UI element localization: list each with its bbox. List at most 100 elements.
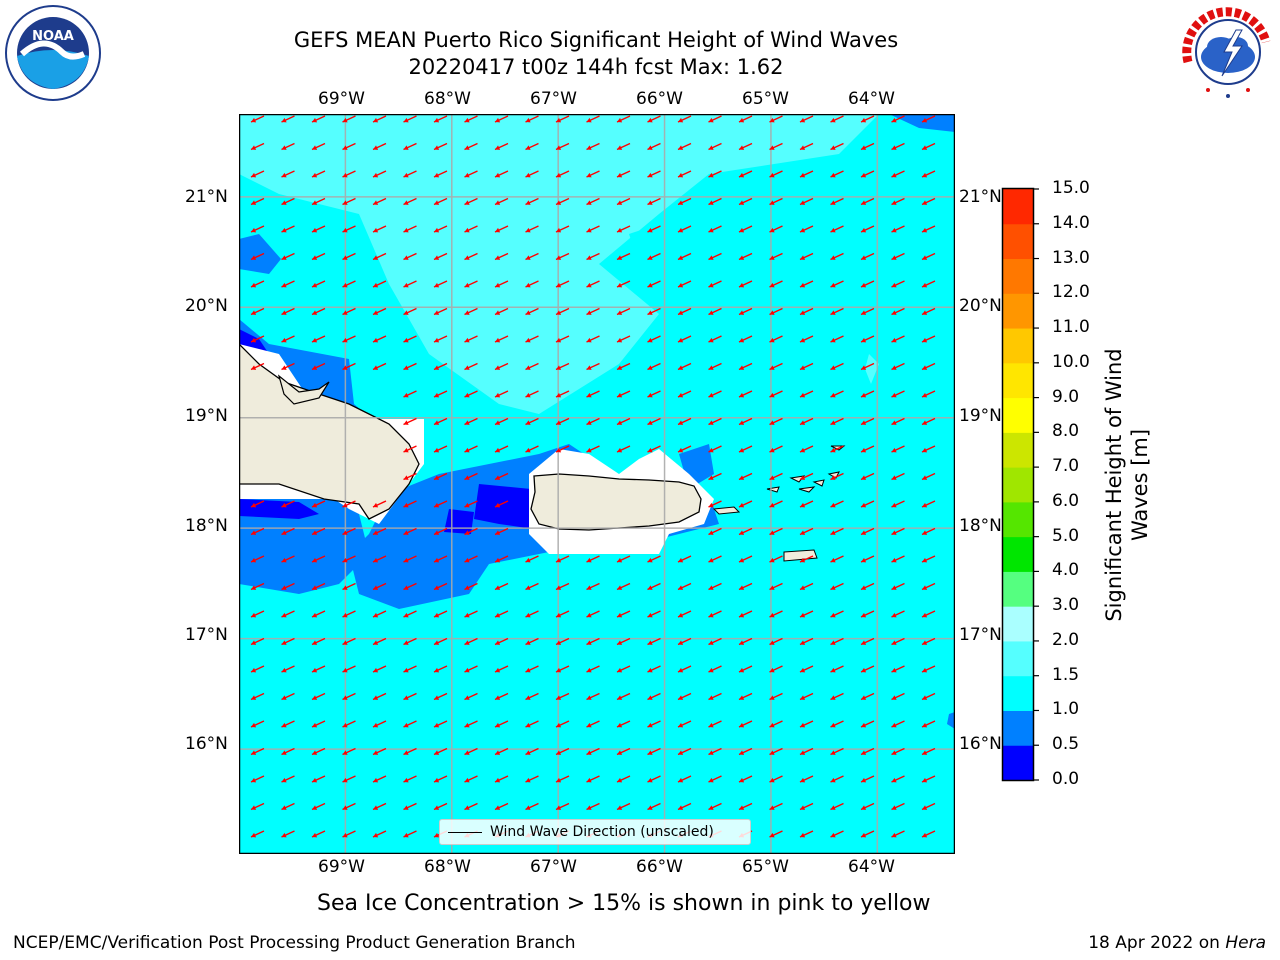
wave-arrow-head: [922, 502, 928, 508]
wave-arrow-head: [403, 310, 409, 315]
wave-arrow-head: [312, 200, 318, 205]
wave-arrow-head: [861, 310, 867, 315]
wave-arrow-head: [495, 695, 501, 700]
wave-arrow-head: [830, 805, 836, 810]
wave-arrow-head: [434, 612, 440, 618]
wave-arrow-head: [678, 612, 684, 618]
wave-arrow-head: [922, 832, 928, 838]
wave-arrow-head: [312, 612, 318, 618]
wave-arrow-head: [891, 585, 897, 590]
wave-arrow-head: [739, 255, 745, 260]
wave-arrow-head: [281, 832, 287, 838]
wave-arrow-head: [525, 667, 531, 673]
wave-arrow-head: [647, 805, 653, 810]
wave-arrow-head: [586, 255, 592, 260]
wave-arrow-head: [434, 392, 440, 398]
wave-arrow-head: [708, 750, 714, 755]
legend-line-swatch: [448, 832, 482, 833]
wave-arrow-head: [342, 640, 348, 645]
wave-arrow-head: [373, 832, 379, 838]
wave-arrow-head: [373, 282, 379, 288]
wave-arrow-head: [464, 145, 470, 150]
lon-label-top-65w: 65°W: [742, 89, 789, 109]
wave-arrow-head: [251, 282, 257, 288]
wave-arrow-head: [586, 667, 592, 673]
wave-arrow-head: [373, 695, 379, 700]
colorbar-tick-label: 15.0: [1052, 178, 1090, 198]
wave-arrow-head: [586, 722, 592, 728]
wave-arrow-head: [739, 447, 745, 453]
wave-arrow-head: [556, 282, 562, 288]
wave-arrow-head: [739, 117, 745, 123]
wave-arrow-head: [830, 172, 836, 178]
wave-arrow-head: [495, 172, 501, 178]
wave-arrow-head: [312, 805, 318, 810]
wave-arrow-head: [556, 227, 562, 233]
wave-arrow-head: [434, 255, 440, 260]
wave-arrow-head: [891, 200, 897, 205]
wave-arrow-head: [373, 612, 379, 618]
wave-arrow-head: [800, 585, 806, 590]
wave-arrow-head: [739, 530, 745, 535]
wave-arrow-head: [556, 612, 562, 618]
wave-arrow-head: [739, 337, 745, 343]
wave-band-0-0-5: [474, 484, 534, 529]
wave-arrow-head: [434, 117, 440, 123]
wave-arrow-head: [464, 530, 470, 535]
wave-arrow-head: [495, 117, 501, 123]
wave-arrow-head: [739, 502, 745, 508]
colorbar-tick-label: 10.0: [1052, 351, 1090, 372]
wave-arrow-head: [342, 722, 348, 728]
wave-arrow-head: [495, 392, 501, 398]
wave-arrow-head: [647, 172, 653, 178]
wave-arrow-head: [708, 502, 714, 508]
wave-arrow-head: [617, 805, 623, 810]
wave-arrow-head: [922, 750, 928, 755]
wave-arrow-head: [891, 695, 897, 700]
wave-arrow-head: [800, 255, 806, 260]
wave-arrow-head: [281, 227, 287, 233]
wave-arrow-head: [647, 750, 653, 755]
wave-arrow-head: [464, 447, 470, 453]
wave-arrow-head: [403, 722, 409, 728]
wave-arrow-head: [891, 667, 897, 673]
colorbar-cell: [1003, 397, 1033, 433]
wave-arrow-head: [617, 585, 623, 590]
colorbar-cell: [1003, 745, 1033, 781]
wave-arrow-head: [678, 117, 684, 123]
wave-arrow-head: [281, 805, 287, 810]
wave-arrow-head: [647, 255, 653, 260]
wave-arrow-head: [861, 145, 867, 150]
wave-arrow-head: [739, 420, 745, 425]
wave-arrow-head: [525, 310, 531, 315]
wave-arrow-head: [708, 227, 714, 233]
wave-arrow-head: [495, 722, 501, 728]
wave-arrow-head: [647, 117, 653, 123]
wave-arrow-head: [373, 227, 379, 233]
wave-arrow-head: [647, 145, 653, 150]
wave-arrow-head: [891, 365, 897, 370]
wave-arrow-head: [281, 612, 287, 618]
colorbar-cell: [1003, 293, 1033, 329]
wave-arrow-head: [464, 337, 470, 343]
wave-arrow-head: [647, 200, 653, 205]
wave-arrow-head: [495, 585, 501, 590]
wave-arrow-head: [312, 255, 318, 260]
wave-arrow-head: [647, 640, 653, 645]
wave-arrow-head: [251, 200, 257, 205]
chart-title: GEFS MEAN Puerto Rico Significant Height…: [293, 28, 899, 52]
wave-arrow-head: [830, 420, 836, 425]
wave-arrow-head: [495, 640, 501, 645]
wave-arrow-head: [251, 145, 257, 150]
lat-label-left-20n: 20°N: [185, 296, 228, 316]
wave-arrow-head: [403, 832, 409, 838]
wave-arrow-head: [891, 750, 897, 755]
noaa-logo: NOAA: [5, 5, 101, 101]
wave-arrow-head: [708, 145, 714, 150]
colorbar-tick-labels: 0.0 0.5 1.0 1.5 2.0 3.0 4.0 5.0 6.0 7.0 8.0 9.0 10.0…: [1052, 0, 1112, 960]
wave-arrow-head: [647, 392, 653, 398]
wave-arrow-head: [373, 640, 379, 645]
wave-arrow-head: [434, 530, 440, 535]
wave-arrow-head: [586, 750, 592, 755]
wave-arrow-head: [403, 447, 409, 453]
